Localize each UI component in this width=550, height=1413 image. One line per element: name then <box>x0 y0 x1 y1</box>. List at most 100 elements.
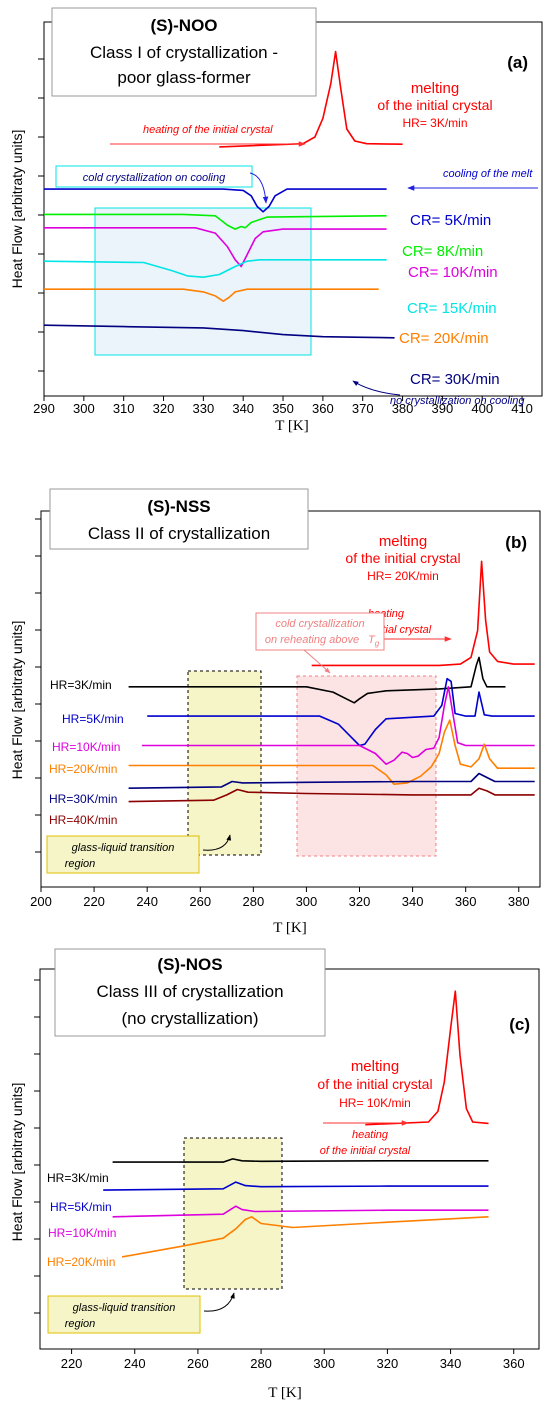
panel-b-series-line-5 <box>128 772 535 789</box>
panel-b-xtick-label-360: 360 <box>455 894 477 909</box>
panel-b-title-line2: Class II of crystallization <box>88 524 270 543</box>
panel-a-xtick-label-340: 340 <box>232 401 254 416</box>
panel-c-melting-hr-label: HR= 10K/min <box>339 1096 411 1110</box>
panel-c-yticks <box>34 979 40 1314</box>
panel-a-xlabel: T [K] <box>275 418 308 434</box>
panel-b-plot <box>128 560 535 803</box>
panel-a: 290 300 310 320 330 340 350 360 370 380 390 400 410 … <box>9 7 543 434</box>
panel-b-xticks: 200 220 240 260 280 300 320 340 360 380 <box>30 887 530 909</box>
panel-b-title-box <box>49 488 309 550</box>
panel-a-cold-cryst-annotation: cold crystallization on cooling <box>83 172 226 184</box>
panel-c-xticks: 220 240 260 280 300 320 340 360 <box>61 1349 525 1371</box>
panel-c-glass-annotation-2: region <box>65 1318 96 1330</box>
panel-b-legend-hr30: HR=30K/min <box>49 792 117 806</box>
panel-b-melting-label: melting <box>379 533 427 550</box>
panel-c-heating-annotation-1: heating <box>352 1129 389 1141</box>
panel-a-xtick-label-320: 320 <box>153 401 175 416</box>
panel-a-xtick-label-360: 360 <box>312 401 334 416</box>
panel-a-legend-cr5: CR= 5K/min <box>410 212 491 229</box>
panel-b-label: (b) <box>505 533 527 552</box>
panel-b-xtick-label-340: 340 <box>402 894 424 909</box>
panel-a-xtick-label-370: 370 <box>352 401 374 416</box>
panel-a-title-line2: Class I of crystallization - <box>90 43 278 62</box>
panel-b-glass-arrow <box>202 834 232 851</box>
panel-b-tg-symbol: Tg <box>368 634 380 648</box>
panel-a-legend-cr15: CR= 15K/min <box>407 300 497 317</box>
panel-c-xtick-label-300: 300 <box>313 1356 335 1371</box>
panel-a-cold-cryst-arrow <box>249 172 269 204</box>
panel-c-xtick-label-260: 260 <box>187 1356 209 1371</box>
panel-c-xtick-label-220: 220 <box>61 1356 83 1371</box>
panel-b-melting-hr-label: HR= 20K/min <box>367 569 439 583</box>
panel-c-xlabel: T [K] <box>268 1385 301 1401</box>
panel-a-title-box <box>51 7 317 97</box>
panel-b-xtick-label-280: 280 <box>242 894 264 909</box>
panel-c-series-line-0 <box>365 990 489 1126</box>
panel-c-label: (c) <box>509 1015 530 1034</box>
panel-a-melting-label: melting <box>411 80 459 97</box>
panel-a-heating-annotation: heating of the initial crystal <box>143 124 273 136</box>
panel-b-series-line-6 <box>128 787 535 803</box>
panel-a-xtick-label-310: 310 <box>113 401 135 416</box>
panel-b-series-line-1 <box>128 656 506 704</box>
panel-a-xtick-label-290: 290 <box>33 401 55 416</box>
panel-b-cold-cryst-annotation-2: on reheating above <box>265 634 359 646</box>
panel-b-legend-hr20: HR=20K/min <box>49 762 117 776</box>
panel-b-glass-annotation-1: glass-liquid transition <box>72 842 175 854</box>
panel-c-series-line-1 <box>112 1158 489 1163</box>
panel-b-xtick-label-260: 260 <box>189 894 211 909</box>
panel-a-xtick-label-350: 350 <box>272 401 294 416</box>
panel-a-legend-cr30: CR= 30K/min <box>410 371 500 388</box>
panel-b-xtick-label-200: 200 <box>30 894 52 909</box>
panel-b-xlabel: T [K] <box>273 920 306 936</box>
panel-c-title-line1: (S)-NOS <box>157 955 222 974</box>
panel-a-initial-crystal-label: of the initial crystal <box>377 97 492 113</box>
panel-a-title-line1: (S)-NOO <box>150 16 217 35</box>
panel-c-title-line3: (no crystallization) <box>122 1009 259 1028</box>
panel-a-series-line-1 <box>44 188 387 213</box>
panel-b-series-line-4 <box>128 719 535 786</box>
panel-c-xtick-label-280: 280 <box>250 1356 272 1371</box>
panel-a-legend-cr20: CR= 20K/min <box>399 330 489 347</box>
panel-b-legend-hr5: HR=5K/min <box>62 712 124 726</box>
panel-c-title-box <box>54 948 326 1037</box>
panel-c-title-line2: Class III of crystallization <box>96 982 283 1001</box>
panel-a-melting-hr-label: HR= 3K/min <box>402 116 467 130</box>
panel-b-title-line1: (S)-NSS <box>147 497 210 516</box>
panel-c: 220 240 260 280 300 320 340 360 T [K] Heat Flow… <box>9 948 540 1401</box>
panel-a-xtick-label-390: 390 <box>432 401 454 416</box>
panel-b-frame <box>40 510 541 888</box>
panel-c-melting-label: melting <box>351 1058 399 1075</box>
panel-a-xtick-label-330: 330 <box>193 401 215 416</box>
panel-a-plot <box>43 50 403 339</box>
panel-c-initial-crystal-label: of the initial crystal <box>317 1076 432 1092</box>
panel-b-glass-box <box>46 835 200 874</box>
panel-b-series-line-3 <box>141 685 535 766</box>
panel-b-glass-region <box>187 670 262 856</box>
panel-b-xtick-label-380: 380 <box>508 894 530 909</box>
panel-a-series-line-3 <box>44 227 387 268</box>
panel-a-ylabel: Heat Flow [arbitraty units] <box>9 130 25 289</box>
panel-a-label: (a) <box>507 53 528 72</box>
panel-c-series-line-2 <box>103 1181 489 1191</box>
panel-a-highlight-region <box>94 207 312 356</box>
panel-c-legend-hr10: HR=10K/min <box>48 1226 116 1240</box>
panel-b-xtick-label-320: 320 <box>349 894 371 909</box>
panel-b-glass-annotation-2: region <box>65 858 96 870</box>
panel-c-ylabel: Heat Flow [arbitraty units] <box>9 1083 25 1242</box>
panel-c-xtick-label-240: 240 <box>124 1356 146 1371</box>
panel-c-series-line-3 <box>112 1205 489 1218</box>
panel-c-legend-hr20: HR=20K/min <box>47 1255 115 1269</box>
panel-c-plot <box>103 990 489 1258</box>
panel-c-glass-annotation-1: glass-liquid transition <box>73 1302 176 1314</box>
panel-a-legend-cr8: CR= 8K/min <box>402 243 483 260</box>
panel-b-cold-cryst-arrow <box>303 649 331 674</box>
panel-c-xtick-label-320: 320 <box>377 1356 399 1371</box>
panel-b-xtick-label-300: 300 <box>296 894 318 909</box>
panel-a-series-line-0 <box>219 50 403 148</box>
panel-c-series-line-4 <box>121 1216 489 1258</box>
panel-a-no-cryst-annotation: no crystallization on cooling <box>390 395 525 407</box>
panel-b-series-line-2 <box>147 677 535 747</box>
panel-b-xtick-label-220: 220 <box>83 894 105 909</box>
